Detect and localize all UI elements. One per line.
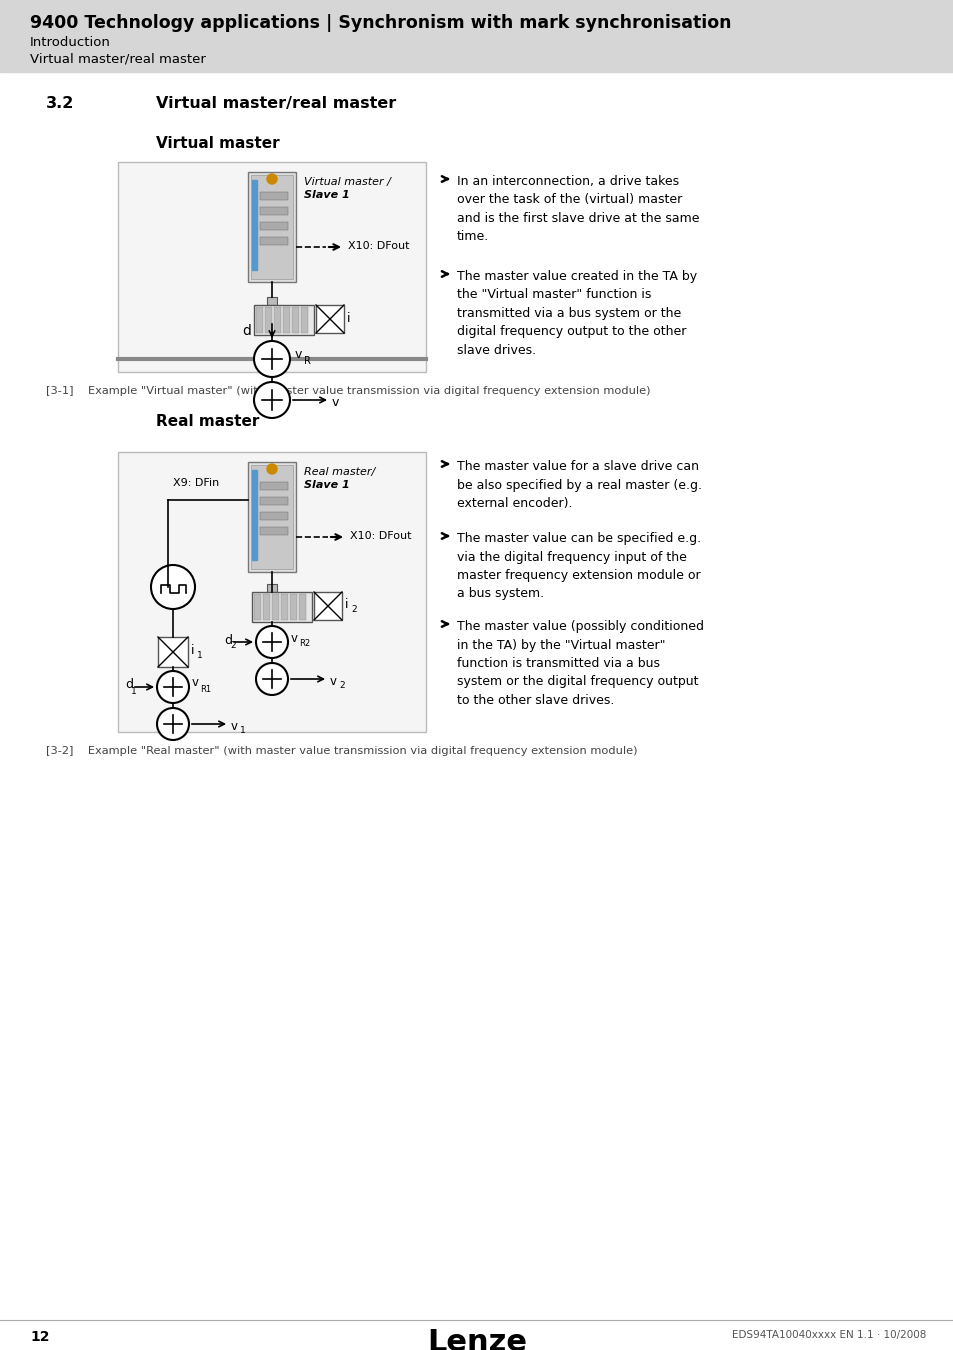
- Bar: [260, 526, 288, 535]
- Bar: [260, 497, 288, 505]
- Bar: [260, 192, 288, 200]
- Bar: [292, 306, 298, 333]
- Bar: [253, 594, 261, 620]
- Bar: [252, 470, 256, 560]
- Circle shape: [253, 382, 290, 418]
- Text: Lenze: Lenze: [427, 1328, 526, 1350]
- Text: R1: R1: [200, 684, 211, 694]
- Text: The master value can be specified e.g.
via the digital frequency input of the
ma: The master value can be specified e.g. v…: [456, 532, 700, 601]
- Bar: [248, 462, 295, 572]
- Text: v: v: [192, 676, 199, 690]
- Text: Real master: Real master: [156, 414, 259, 429]
- Text: v: v: [294, 348, 302, 362]
- Text: X10: DFout: X10: DFout: [350, 531, 411, 541]
- Text: 1: 1: [240, 726, 246, 734]
- Bar: [158, 637, 188, 667]
- Circle shape: [267, 464, 276, 474]
- Bar: [260, 512, 288, 520]
- Text: i: i: [347, 312, 350, 325]
- Text: v: v: [332, 396, 339, 409]
- Bar: [0, 0, 953, 72]
- Circle shape: [255, 626, 288, 657]
- Circle shape: [255, 663, 288, 695]
- Text: [3-1]    Example "Virtual master" (with master value transmission via digital fr: [3-1] Example "Virtual master" (with mas…: [46, 386, 650, 396]
- Text: In an interconnection, a drive takes
over the task of the (virtual) master
and i: In an interconnection, a drive takes ove…: [456, 176, 699, 243]
- Text: v: v: [330, 675, 336, 688]
- Text: i: i: [345, 598, 348, 610]
- Text: R2: R2: [298, 640, 310, 648]
- Bar: [314, 593, 341, 620]
- Text: 2: 2: [338, 680, 344, 690]
- Bar: [265, 306, 272, 333]
- Bar: [263, 594, 270, 620]
- Bar: [281, 594, 288, 620]
- Text: Slave 1: Slave 1: [304, 481, 350, 490]
- Bar: [252, 593, 312, 622]
- Bar: [315, 305, 344, 333]
- Bar: [298, 594, 306, 620]
- Bar: [255, 306, 263, 333]
- Text: i: i: [191, 644, 194, 656]
- Bar: [251, 176, 293, 279]
- Text: X10: DFout: X10: DFout: [348, 242, 409, 251]
- Text: 1: 1: [131, 687, 136, 695]
- Bar: [283, 306, 290, 333]
- Bar: [118, 162, 426, 373]
- Bar: [301, 306, 308, 333]
- Text: R: R: [304, 356, 311, 366]
- Circle shape: [267, 174, 276, 184]
- Text: Virtual master/real master: Virtual master/real master: [30, 53, 206, 65]
- Text: 1: 1: [196, 652, 203, 660]
- Bar: [260, 482, 288, 490]
- Text: Virtual master /: Virtual master /: [304, 177, 391, 188]
- Text: EDS94TA10040xxxx EN 1.1 · 10/2008: EDS94TA10040xxxx EN 1.1 · 10/2008: [731, 1330, 925, 1341]
- Bar: [248, 171, 295, 282]
- Circle shape: [157, 671, 189, 703]
- Text: Virtual master/real master: Virtual master/real master: [156, 96, 395, 111]
- Bar: [267, 297, 276, 305]
- Text: 12: 12: [30, 1330, 50, 1345]
- Text: The master value for a slave drive can
be also specified by a real master (e.g.
: The master value for a slave drive can b…: [456, 460, 701, 510]
- Text: d: d: [125, 679, 132, 691]
- Text: The master value (possibly conditioned
in the TA) by the "Virtual master"
functi: The master value (possibly conditioned i…: [456, 620, 703, 707]
- Bar: [260, 238, 288, 244]
- Text: [3-2]    Example "Real master" (with master value transmission via digital frequ: [3-2] Example "Real master" (with master…: [46, 747, 637, 756]
- Text: Slave 1: Slave 1: [304, 190, 350, 200]
- Circle shape: [151, 566, 194, 609]
- Circle shape: [157, 707, 189, 740]
- Text: X9: DFin: X9: DFin: [172, 478, 219, 487]
- Bar: [290, 594, 296, 620]
- Bar: [118, 452, 426, 732]
- Text: The master value created in the TA by
the "Virtual master" function is
transmitt: The master value created in the TA by th…: [456, 270, 697, 356]
- Bar: [252, 180, 256, 270]
- Bar: [267, 585, 276, 593]
- Text: 9400 Technology applications | Synchronism with mark synchronisation: 9400 Technology applications | Synchroni…: [30, 14, 731, 32]
- Bar: [260, 221, 288, 230]
- Bar: [253, 305, 314, 335]
- Text: 2: 2: [351, 606, 356, 614]
- Bar: [260, 207, 288, 215]
- Text: d: d: [224, 633, 232, 647]
- Text: Virtual master: Virtual master: [156, 136, 279, 151]
- Text: 3.2: 3.2: [46, 96, 74, 111]
- Text: v: v: [231, 720, 237, 733]
- Bar: [274, 306, 281, 333]
- Bar: [251, 464, 293, 568]
- Text: v: v: [291, 632, 297, 644]
- Text: 2: 2: [230, 641, 235, 651]
- Text: Introduction: Introduction: [30, 36, 111, 49]
- Text: Real master/: Real master/: [304, 467, 375, 477]
- Bar: [272, 594, 278, 620]
- Text: d: d: [242, 324, 251, 338]
- Circle shape: [253, 342, 290, 377]
